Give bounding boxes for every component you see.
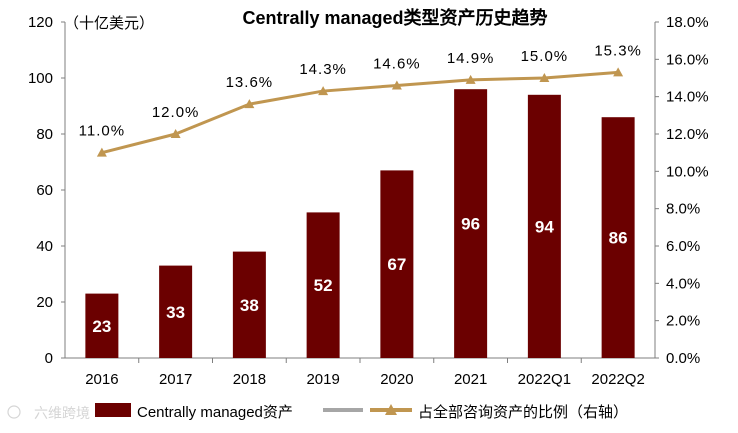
right-axis-tick-label: 12.0% xyxy=(666,126,709,143)
bar xyxy=(454,89,488,358)
watermark-text: 六维跨境 xyxy=(34,405,90,421)
line-value-label: 13.6% xyxy=(226,74,274,91)
left-axis-tick-label: 80 xyxy=(36,126,53,143)
left-axis-tick-label: 100 xyxy=(28,70,53,87)
line-point-marker xyxy=(318,86,329,96)
bar-value-label: 96 xyxy=(461,215,480,234)
bar-value-label: 94 xyxy=(535,217,554,236)
right-axis-tick-label: 6.0% xyxy=(666,238,700,255)
legend-line-marker xyxy=(385,404,397,415)
left-axis-tick-label: 60 xyxy=(36,182,53,199)
x-axis-tick-label: 2019 xyxy=(306,371,339,388)
line-layer: 11.0% 12.0% 13.6% 14.3% 14.6% 14.9% 15.0% 15.3% xyxy=(79,42,642,157)
x-axis-tick-label: 2021 xyxy=(454,371,487,388)
left-axis-tick-label: 120 xyxy=(28,14,53,31)
line-point-marker xyxy=(391,80,402,90)
bar-value-label: 67 xyxy=(387,255,406,274)
left-axis-unit-label: （十亿美元） xyxy=(64,15,154,32)
chart-title: Centrally managed类型资产历史趋势 xyxy=(242,7,547,28)
x-axis-tick-label: 2016 xyxy=(85,371,118,388)
right-axis-tick-label: 14.0% xyxy=(666,89,709,106)
line-point-marker xyxy=(96,147,107,157)
left-axis-tick-label: 40 xyxy=(36,238,53,255)
left-axis-tick-label: 20 xyxy=(36,294,53,311)
left-axis-tick-label: 0 xyxy=(45,350,53,367)
line-point-marker xyxy=(170,129,181,138)
right-axis-tick-label: 8.0% xyxy=(666,201,700,218)
legend-line-label: 占全部咨询资产的比例（右轴） xyxy=(418,403,628,421)
bar xyxy=(306,212,340,358)
bar xyxy=(232,251,266,358)
x-axis-tick-label: 2020 xyxy=(380,371,413,388)
x-axis-tick-label: 2017 xyxy=(159,371,192,388)
line-value-label: 15.3% xyxy=(594,42,642,59)
bar xyxy=(527,94,561,359)
line-value-label: 12.0% xyxy=(152,104,200,121)
ratio-line xyxy=(101,70,619,155)
bar-value-label: 86 xyxy=(609,229,628,248)
axes-layer: 0 20 40 60 80 100 120 0.0% 2.0% 4.0% 6.0% 8.0% 10.0%… xyxy=(28,14,709,388)
watermark: 六维跨境 xyxy=(7,405,90,421)
right-axis-tick-label: 10.0% xyxy=(666,163,709,180)
bar-value-label: 38 xyxy=(240,296,259,315)
bar xyxy=(380,170,414,358)
line-value-label: 15.0% xyxy=(521,48,569,65)
legend-bar-swatch xyxy=(95,403,131,417)
line-value-label: 14.9% xyxy=(447,50,495,67)
right-axis-tick-label: 2.0% xyxy=(666,313,700,330)
line-value-label: 14.6% xyxy=(373,55,421,72)
bar-value-label: 33 xyxy=(166,303,185,322)
right-axis-tick-label: 18.0% xyxy=(666,14,709,31)
x-axis-tick-label: 2018 xyxy=(233,371,266,388)
line-value-label: 11.0% xyxy=(79,123,125,140)
x-axis-tick-label: 2022Q1 xyxy=(518,371,571,388)
x-axis-tick-label: 2022Q2 xyxy=(591,371,644,388)
watermark-logo-icon xyxy=(7,405,21,419)
legend-bar-label: Centrally managed资产 xyxy=(137,404,293,421)
right-axis-tick-label: 0.0% xyxy=(666,350,700,367)
legend: Centrally managed资产 占全部咨询资产的比例（右轴） xyxy=(95,403,628,421)
line-point-marker xyxy=(613,67,624,77)
line-value-label: 14.3% xyxy=(299,61,347,78)
right-axis-tick-label: 16.0% xyxy=(666,51,709,68)
bars-layer: 23 33 38 52 67 96 94 86 xyxy=(85,89,635,359)
bar xyxy=(159,265,193,358)
line-point-marker xyxy=(465,74,476,84)
right-axis-tick-label: 4.0% xyxy=(666,275,700,292)
bar xyxy=(601,117,635,358)
line-point-marker xyxy=(539,73,550,82)
bar xyxy=(85,293,119,358)
line-point-marker xyxy=(244,99,255,109)
bar-value-label: 52 xyxy=(314,276,333,295)
bar-value-label: 23 xyxy=(92,317,111,336)
